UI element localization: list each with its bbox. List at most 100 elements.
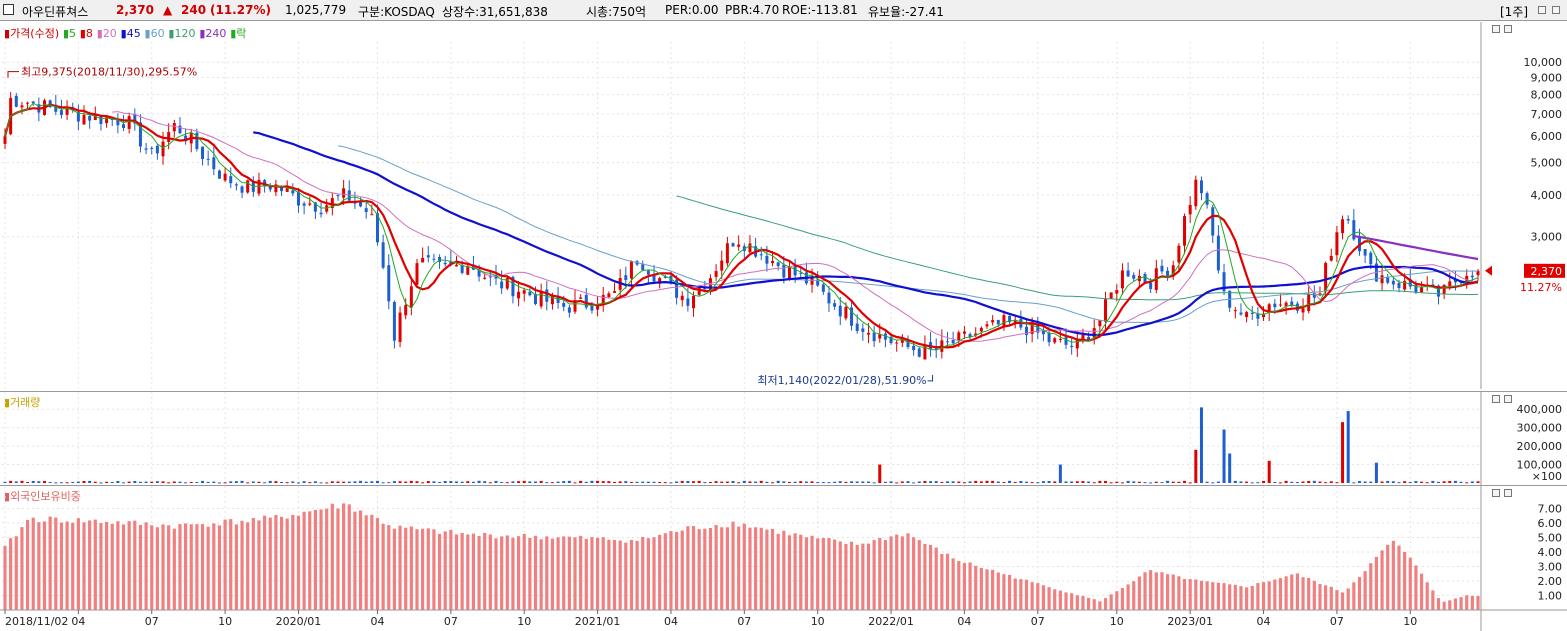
- candle-body: [737, 244, 741, 247]
- candle-body: [590, 305, 594, 311]
- select-checkbox[interactable]: [3, 4, 14, 15]
- candle-body: [596, 306, 600, 310]
- volume-bar: [821, 482, 825, 484]
- foreign-bar: [799, 534, 803, 610]
- foreign-bar: [962, 563, 967, 610]
- foreign-bar: [1002, 574, 1006, 610]
- foreign-bar: [1007, 574, 1012, 610]
- volume-bar: [1013, 482, 1017, 484]
- foreign-bar: [934, 547, 938, 610]
- candle-body: [861, 328, 865, 332]
- foreign-bar: [234, 524, 238, 610]
- volume-bar: [1115, 481, 1119, 483]
- foreign-bar: [646, 538, 650, 610]
- foreign-bar: [511, 537, 515, 610]
- candle-body: [426, 255, 430, 258]
- volume-bar: [985, 480, 989, 483]
- legend-price: 가격(수정): [10, 27, 60, 40]
- volume-bar: [1459, 481, 1463, 483]
- foreign-bar: [167, 525, 171, 610]
- volume-bar: [347, 481, 351, 483]
- legend-ma240: 240: [205, 27, 227, 40]
- volume-bar: [1166, 480, 1170, 483]
- candle-body: [686, 298, 690, 306]
- period-selector[interactable]: [1주]: [1500, 5, 1529, 19]
- candle-body: [663, 276, 667, 278]
- volume-bar: [590, 480, 594, 483]
- volume-bar: [669, 482, 673, 484]
- volume-bar: [1414, 481, 1418, 483]
- candle-body: [375, 213, 379, 243]
- pane-close-icon[interactable]: [1504, 25, 1512, 33]
- price-tick-label: 4,000: [1531, 189, 1563, 202]
- volume-bar: [1318, 481, 1322, 483]
- candle-body: [923, 344, 927, 360]
- volume-bar: [1324, 482, 1328, 484]
- close-icon[interactable]: [1552, 6, 1560, 14]
- volume-bar: [855, 481, 859, 483]
- foreign-bar: [1098, 601, 1102, 610]
- pane-min-icon[interactable]: [1492, 395, 1500, 403]
- foreign-bar: [65, 521, 69, 610]
- volume-bar: [974, 480, 978, 483]
- volume-bar: [1256, 482, 1260, 484]
- volume-bar: [1075, 481, 1079, 483]
- volume-bar: [359, 480, 363, 483]
- volume-bar: [336, 481, 340, 483]
- foreign-bar: [833, 539, 837, 610]
- foreign-bar: [573, 537, 577, 610]
- candle-body: [1109, 292, 1113, 299]
- candle-body: [675, 279, 679, 298]
- price-legend: ▮가격(수정) ▮5 ▮8 ▮20 ▮45 ▮60 ▮120 ▮240 ▮락: [4, 27, 247, 40]
- candle-body: [246, 180, 250, 193]
- foreign-bar: [302, 511, 306, 610]
- foreign-tick-label: 1.00: [1538, 590, 1563, 603]
- candle-body: [88, 115, 92, 121]
- ma20-line: [112, 111, 1479, 342]
- candle-body: [285, 188, 289, 192]
- volume-bar: [1041, 481, 1045, 483]
- foreign-bar: [206, 526, 210, 610]
- volume-bar: [375, 480, 379, 483]
- volume-bar: [1092, 482, 1096, 484]
- pane-min-icon[interactable]: [1492, 25, 1500, 33]
- volume-bar: [330, 481, 334, 483]
- candle-body: [782, 264, 786, 278]
- volume-bar: [1346, 411, 1350, 483]
- foreign-bar: [25, 519, 30, 610]
- volume-bar: [1425, 482, 1429, 484]
- foreign-bar: [612, 540, 617, 610]
- candle-body: [714, 271, 718, 277]
- pane-min-icon[interactable]: [1492, 489, 1500, 497]
- candle-body: [1262, 313, 1266, 318]
- pane-close-icon[interactable]: [1504, 489, 1512, 497]
- candle-body: [1087, 336, 1091, 341]
- candle-body: [1245, 312, 1249, 318]
- foreign-bar: [974, 565, 978, 610]
- candle-body: [1013, 319, 1017, 323]
- foreign-bar: [82, 522, 86, 610]
- volume-bar: [59, 482, 63, 484]
- foreign-bar: [912, 537, 916, 610]
- candle-body: [539, 290, 543, 307]
- candle-body: [641, 264, 645, 271]
- candle-body: [1369, 252, 1373, 265]
- candle-body: [26, 102, 30, 104]
- volume-bar: [71, 481, 75, 483]
- restore-icon[interactable]: [1538, 6, 1546, 14]
- candle-body: [1442, 284, 1446, 295]
- pane-close-icon[interactable]: [1504, 395, 1512, 403]
- foreign-pane: ▮외국인보유비중 7.00 6.00 5.00 4.00 3.00 2.00 1.00 201…: [0, 485, 1567, 631]
- volume-bar: [782, 481, 786, 483]
- foreign-bar: [296, 515, 301, 610]
- foreign-bar: [782, 530, 786, 610]
- volume-bar: [906, 481, 910, 483]
- foreign-bar: [1216, 582, 1220, 610]
- foreign-bar: [776, 533, 780, 610]
- candle-body: [488, 276, 492, 278]
- foreign-bar: [1397, 545, 1401, 610]
- foreign-bar: [844, 543, 848, 610]
- foreign-bar: [313, 509, 318, 610]
- candle-body: [731, 243, 735, 247]
